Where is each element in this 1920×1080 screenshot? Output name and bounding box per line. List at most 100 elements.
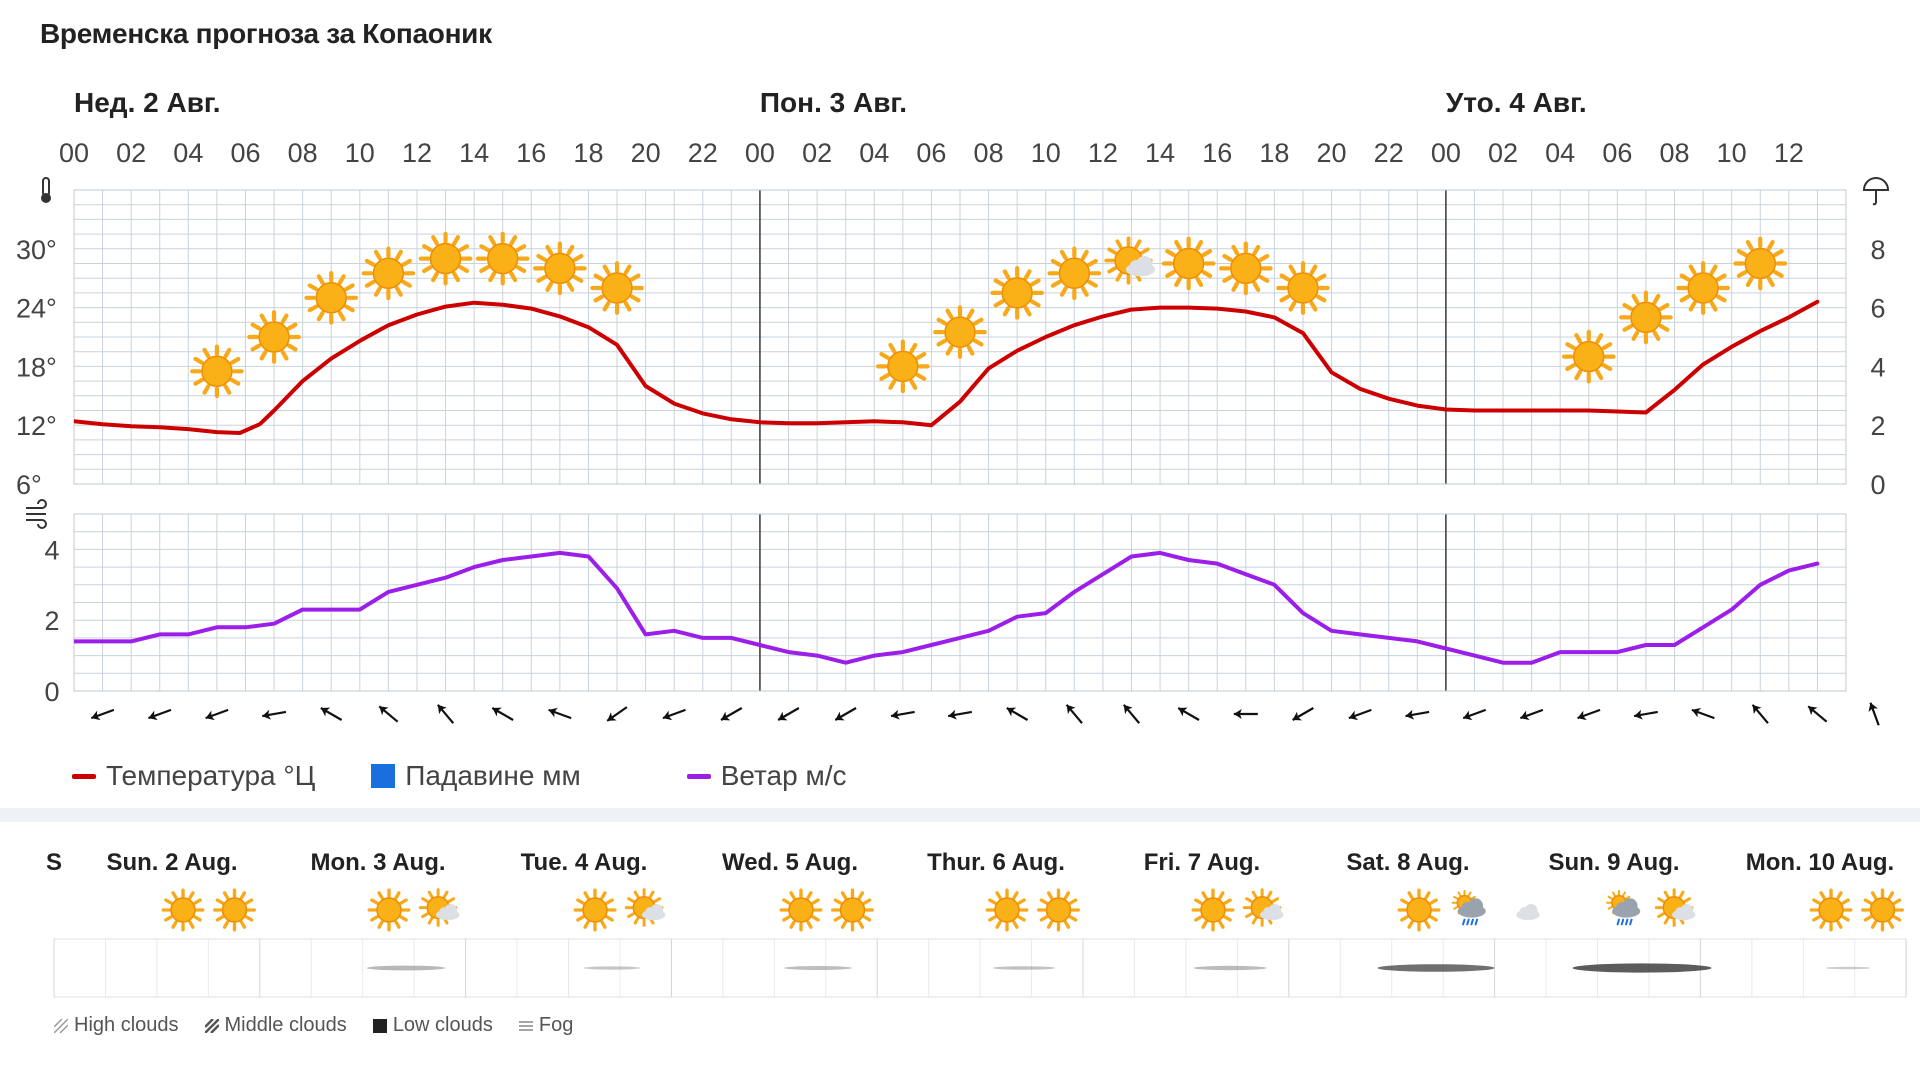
cloud-legend-high-label: High clouds xyxy=(74,1014,179,1036)
moon-icon xyxy=(1565,898,1578,922)
temperature-axis-label: 30° xyxy=(16,235,57,265)
sun-icon xyxy=(985,888,1029,932)
temperature-axis-label: 18° xyxy=(16,352,57,382)
sun-icon xyxy=(1161,236,1216,291)
sun-icon xyxy=(590,261,644,315)
hour-tick-label: 06 xyxy=(916,138,946,168)
precipitation-axis-label: 8 xyxy=(1870,235,1885,265)
wind-direction-arrow xyxy=(606,706,628,722)
hour-tick-label: 08 xyxy=(1659,138,1689,168)
sun-icon xyxy=(1861,888,1904,932)
moon-icon xyxy=(896,898,909,922)
temperature-axis-label: 24° xyxy=(16,294,57,324)
hour-tick-label: 10 xyxy=(1031,138,1061,168)
hour-tick-label: 10 xyxy=(1717,138,1747,168)
wind-direction-arrow xyxy=(1868,702,1880,726)
moon-icon xyxy=(123,898,136,922)
wind-direction-arrow xyxy=(436,704,455,724)
cloud-legend-low-label: Low clouds xyxy=(392,1014,493,1036)
overview-day-label: Wed. 5 Aug. xyxy=(722,849,858,876)
day-label: Пон. 3 Авг. xyxy=(760,87,907,118)
legend-temperature[interactable]: Температура °Ц xyxy=(72,760,315,792)
sun-icon xyxy=(1047,246,1102,301)
page-title: Временска прогноза за Копаоник xyxy=(40,18,492,49)
legend-precipitation[interactable]: Падавине мм xyxy=(371,760,581,792)
hour-tick-label: 00 xyxy=(59,138,89,168)
overview-day-label: Fri. 7 Aug. xyxy=(1144,849,1260,876)
partly-cloudy-icon xyxy=(624,888,666,927)
cloud-legend: High clouds Middle clouds Low clouds Fog xyxy=(54,1014,599,1037)
umbrella-icon xyxy=(1862,177,1890,206)
sun-icon xyxy=(1676,261,1730,315)
panel-border xyxy=(73,189,1847,485)
wind-direction-arrow xyxy=(1348,708,1372,721)
cloud-icon xyxy=(1457,898,1486,918)
moon-icon xyxy=(1407,341,1423,372)
wind-direction-arrow xyxy=(1691,707,1715,720)
hour-tick-label: 08 xyxy=(288,138,318,168)
wind-direction-arrow xyxy=(1462,708,1487,721)
temperature-axis-label: 6° xyxy=(16,470,42,500)
cloud-icon xyxy=(1516,904,1540,921)
sun-icon xyxy=(990,266,1045,320)
partly-cloudy-icon xyxy=(1242,888,1284,927)
moon-icon xyxy=(947,898,960,922)
hour-tick-label: 06 xyxy=(230,138,260,168)
sun-icon xyxy=(1619,290,1673,345)
partly-cloudy-icon xyxy=(1654,888,1696,927)
moon-icon xyxy=(278,898,291,922)
moon-icon xyxy=(535,898,548,922)
wind-swatch xyxy=(686,773,711,779)
wind-direction-arrow xyxy=(1006,707,1029,721)
wind-direction-arrow xyxy=(148,708,172,721)
overview-day-label: Thur. 6 Aug. xyxy=(927,849,1065,876)
temperature-axis-label: 12° xyxy=(16,411,57,441)
cloud-icon xyxy=(1260,904,1284,921)
cloud-cover-band xyxy=(1572,963,1712,973)
cloud-cover-band xyxy=(784,966,852,970)
overview-day-label: Sat. 8 Aug. xyxy=(1346,849,1469,876)
sun-icon xyxy=(1809,888,1853,932)
hour-tick-label: 18 xyxy=(573,138,603,168)
overview-day-label: Mon. 3 Aug. xyxy=(310,849,445,876)
meteogram-chart: Нед. 2 Авг. Пон. 3 Авг. Уто. 4 Авг. 00 02 04… xyxy=(16,87,1890,726)
moon-icon xyxy=(1102,898,1115,922)
sun-icon xyxy=(304,270,359,325)
overview-day-label: Sun. 9 Aug. xyxy=(1548,849,1679,876)
overview-leading-label: S xyxy=(46,849,62,876)
temperature-swatch xyxy=(72,773,96,779)
wind-direction-arrow xyxy=(320,707,343,721)
cloud-cover-band xyxy=(583,966,641,970)
section-divider xyxy=(0,808,1920,822)
wind-direction-arrow xyxy=(548,707,572,720)
sun-icon xyxy=(533,241,587,296)
moon-icon xyxy=(1359,898,1372,922)
sun-icon xyxy=(933,305,987,359)
cloud-legend-fog-label: Fog xyxy=(538,1014,574,1036)
sun-icon xyxy=(779,888,823,932)
sun-icon xyxy=(875,339,930,394)
cloud-icon xyxy=(1672,904,1696,921)
wind-axis-label: 0 xyxy=(44,677,59,707)
wind-direction-arrow xyxy=(1807,705,1828,723)
day-label: Уто. 4 Авг. xyxy=(1446,87,1587,118)
legend-wind[interactable]: Ветар м/с xyxy=(686,760,847,792)
hour-tick-label: 12 xyxy=(1088,138,1118,168)
cloud-icon xyxy=(642,904,666,921)
daily-overview: S Sun. 2 Aug. Mon. 3 Aug. Tue. 4 Aug. Wed. 5… xyxy=(0,822,1920,1080)
wind-direction-arrow xyxy=(262,709,287,720)
wind-direction-arrow xyxy=(90,708,115,721)
hour-tick-label: 02 xyxy=(116,138,146,168)
precipitation-axis-label: 2 xyxy=(1870,411,1885,441)
precipitation-swatch xyxy=(371,764,396,788)
hour-tick-label: 02 xyxy=(802,138,832,168)
legend-precipitation-label: Падавине мм xyxy=(405,760,581,791)
wind-direction-arrow xyxy=(1405,709,1430,720)
wind-direction-arrow xyxy=(834,707,857,721)
fog-swatch xyxy=(518,1020,533,1031)
cloud-cover-band xyxy=(1193,965,1267,971)
moon-icon xyxy=(72,898,85,922)
sun-icon xyxy=(361,246,416,301)
cloud-cover-band xyxy=(366,965,446,971)
hour-tick-label: 16 xyxy=(1202,138,1232,168)
